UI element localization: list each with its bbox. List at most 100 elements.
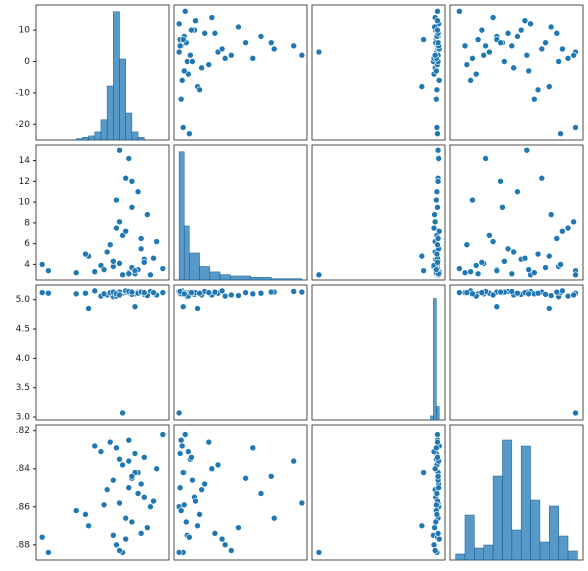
scatter-point (214, 461, 222, 469)
scatter-point (497, 39, 504, 46)
scatter-point (137, 235, 145, 242)
histogram-bar (250, 277, 272, 281)
scatter-point (572, 409, 579, 417)
panel-frame (449, 144, 584, 281)
scatter-point (433, 501, 440, 509)
scatter-point (192, 17, 199, 24)
scatter-point (201, 29, 208, 37)
scatter-point (38, 533, 46, 541)
scatter-point (242, 474, 249, 482)
scatter-point (91, 268, 99, 275)
scatter-point (103, 248, 111, 256)
scatter-point (125, 155, 133, 162)
histogram-bar (502, 439, 513, 561)
scatter-point (103, 486, 111, 493)
scatter-point (572, 124, 579, 131)
histogram-bar (567, 550, 578, 561)
scatter-point (140, 259, 148, 266)
histogram-bar (94, 131, 102, 141)
scatter-point (267, 39, 275, 46)
scatter-point (178, 77, 186, 84)
y-tick-label: .82 (16, 426, 30, 436)
scatter-point (486, 48, 493, 56)
scatter-point (242, 289, 249, 296)
scatter-point (545, 305, 553, 312)
scatter-point (257, 490, 265, 497)
scatter-point (218, 45, 226, 53)
scatter-point (211, 288, 219, 296)
histogram-bar (520, 445, 531, 561)
scatter-point (467, 268, 474, 275)
histogram-bar (483, 544, 494, 561)
scatter-point (208, 465, 216, 473)
scatter-point (153, 465, 160, 473)
scatter-point (559, 45, 566, 53)
scatter-point (298, 51, 306, 59)
y-tick-label: 3.0 (16, 413, 31, 423)
scatter-point (555, 58, 562, 65)
scatter-point (557, 130, 564, 138)
scatter-point (463, 241, 471, 248)
scatter-point (461, 42, 469, 50)
scatter-point (242, 39, 249, 46)
scatter-point (249, 444, 257, 452)
scatter-point (189, 58, 196, 65)
scatter-point (85, 522, 92, 530)
scatter-point (434, 17, 441, 24)
y-tick-label: 6 (24, 239, 30, 249)
scatter-point (177, 436, 185, 444)
scatter-point (478, 259, 486, 266)
scatter-point (514, 188, 521, 196)
histogram-bar (270, 278, 303, 281)
scatter-point (218, 287, 226, 295)
scatter-point (572, 271, 579, 279)
scatter-point (249, 55, 257, 62)
scatter-point (179, 303, 187, 311)
scatter-point (270, 514, 278, 522)
scatter-point (110, 476, 117, 484)
scatter-point (38, 289, 46, 296)
scatter-point (298, 499, 306, 507)
scatter-point (177, 95, 185, 103)
scatter-point (517, 26, 525, 34)
panel-frame (311, 284, 446, 421)
scatter-point (201, 480, 208, 488)
scatter-point (559, 287, 566, 295)
y-tick-label: 12 (19, 177, 30, 187)
scatter-point (175, 409, 183, 417)
scatter-point (180, 501, 188, 509)
scatter-point (227, 547, 235, 554)
scatter-point (257, 289, 265, 297)
scatter-point (433, 196, 440, 204)
scatter-point (140, 454, 148, 461)
histogram-bar (455, 553, 466, 561)
histogram-bar (88, 135, 96, 141)
scatter-point (182, 518, 190, 526)
y-tick-label: 0 (24, 57, 30, 67)
scatter-point (431, 547, 439, 554)
scatter-point (186, 130, 193, 138)
scatter-point (198, 486, 205, 493)
scatter-point (128, 518, 136, 526)
scatter-point (420, 267, 427, 274)
scatter-point (128, 204, 136, 211)
scatter-point (106, 438, 114, 446)
scatter-point (434, 178, 442, 185)
scatter-point (116, 499, 123, 507)
scatter-point (176, 484, 184, 492)
scatter-point (194, 522, 201, 530)
histogram-bar (549, 505, 559, 561)
scatter-point (113, 444, 120, 452)
histogram-bar (558, 535, 569, 561)
scatter-point (189, 476, 196, 484)
scatter-point (113, 196, 120, 204)
y-tick-label: 10 (19, 198, 31, 208)
scatter-point (493, 303, 501, 311)
scatter-point (137, 245, 145, 253)
scatter-point (177, 507, 185, 514)
scatter-point (290, 42, 298, 50)
scatter-point (474, 36, 482, 43)
scatter-point (434, 438, 441, 446)
scatter-point (489, 291, 497, 299)
scatter-point (469, 290, 476, 298)
